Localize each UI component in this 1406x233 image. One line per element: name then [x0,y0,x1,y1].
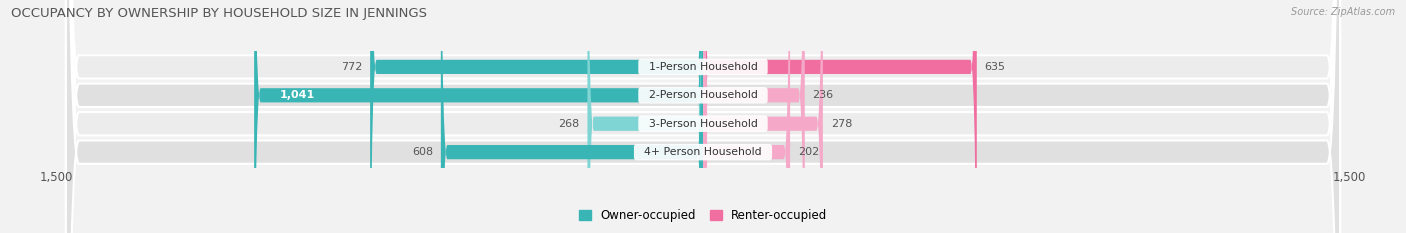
Text: 1,041: 1,041 [280,90,315,100]
FancyBboxPatch shape [370,0,703,233]
Text: 236: 236 [813,90,834,100]
FancyBboxPatch shape [254,0,703,233]
Text: 1-Person Household: 1-Person Household [641,62,765,72]
Text: 278: 278 [831,119,852,129]
Text: 3-Person Household: 3-Person Household [641,119,765,129]
Text: 202: 202 [797,147,820,157]
FancyBboxPatch shape [588,0,703,233]
Text: 608: 608 [412,147,433,157]
FancyBboxPatch shape [703,0,790,233]
Text: 635: 635 [984,62,1005,72]
FancyBboxPatch shape [703,0,977,233]
Legend: Owner-occupied, Renter-occupied: Owner-occupied, Renter-occupied [579,209,827,223]
FancyBboxPatch shape [66,0,1340,233]
FancyBboxPatch shape [66,0,1340,233]
FancyBboxPatch shape [441,0,703,233]
Text: 268: 268 [558,119,579,129]
Text: 772: 772 [342,62,363,72]
Text: Source: ZipAtlas.com: Source: ZipAtlas.com [1291,7,1395,17]
Text: 4+ Person Household: 4+ Person Household [637,147,769,157]
FancyBboxPatch shape [703,0,823,233]
Text: 2-Person Household: 2-Person Household [641,90,765,100]
Text: OCCUPANCY BY OWNERSHIP BY HOUSEHOLD SIZE IN JENNINGS: OCCUPANCY BY OWNERSHIP BY HOUSEHOLD SIZE… [11,7,427,20]
FancyBboxPatch shape [703,0,804,233]
FancyBboxPatch shape [66,0,1340,233]
FancyBboxPatch shape [66,0,1340,233]
